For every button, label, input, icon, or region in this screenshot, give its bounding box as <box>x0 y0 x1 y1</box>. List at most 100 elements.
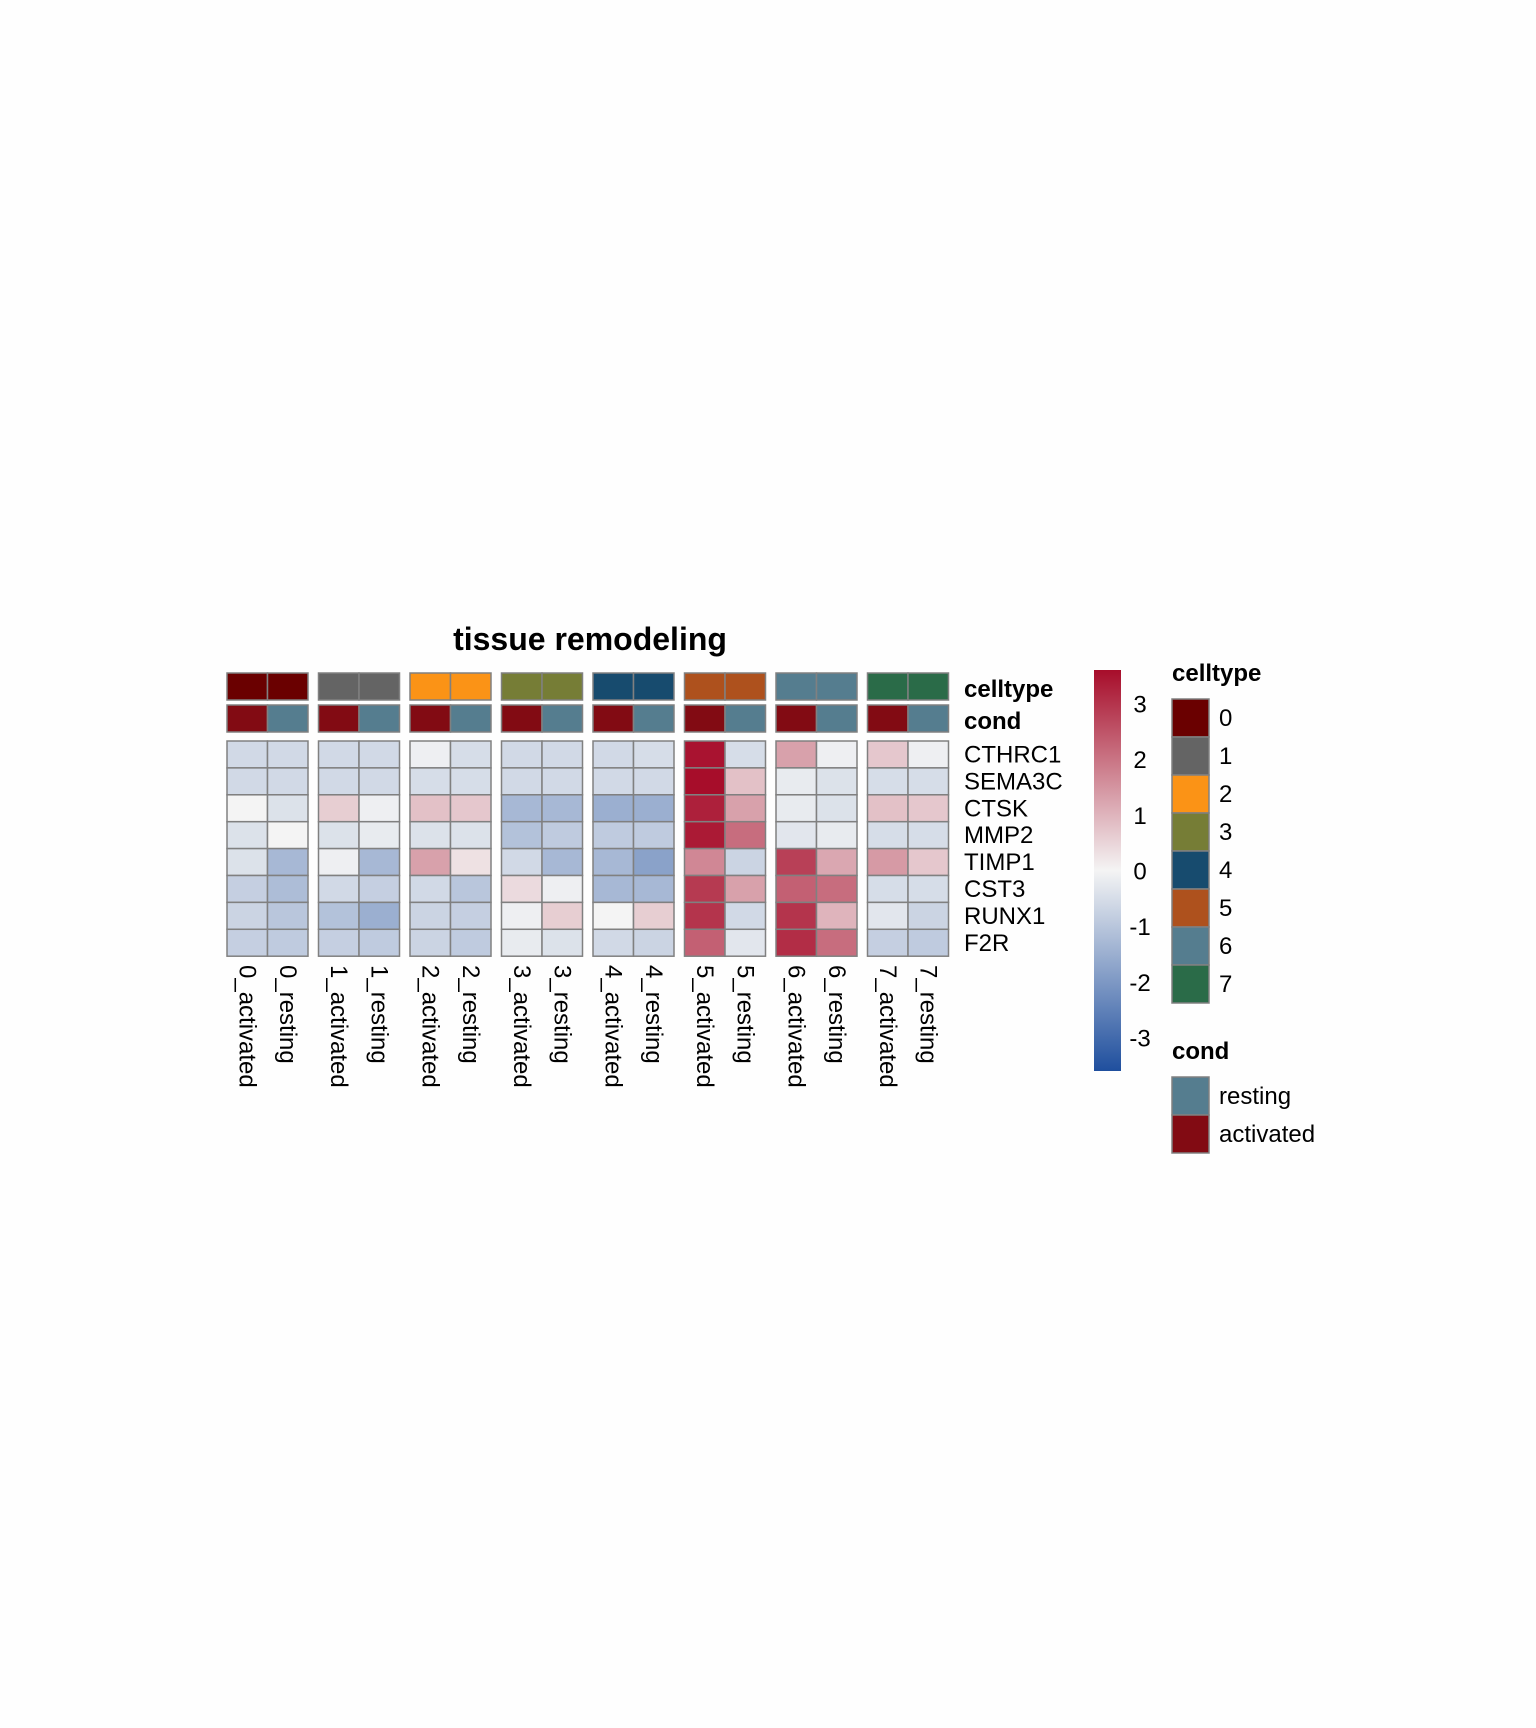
heatmap-cell <box>409 847 452 877</box>
heatmap-cell <box>317 901 360 931</box>
celltype-annotation-cell <box>226 672 269 701</box>
column-label: 3_resting <box>548 965 575 1064</box>
heatmap-cell <box>541 928 584 957</box>
celltype-legend-swatch <box>1171 774 1210 814</box>
heatmap-cell <box>226 820 269 850</box>
heatmap-cell <box>724 740 767 769</box>
heatmap-cell <box>815 794 858 823</box>
cond-legend-label: resting <box>1219 1083 1291 1110</box>
row-label: F2R <box>964 930 1009 957</box>
heatmap-cell <box>632 740 675 769</box>
heatmap-cell <box>592 874 635 904</box>
celltype-annotation-cell <box>500 672 543 701</box>
celltype-annotation-cell <box>724 672 767 701</box>
heatmap-cell <box>317 740 360 769</box>
cond-legend-title: cond <box>1172 1038 1229 1065</box>
heatmap-cell <box>907 874 950 904</box>
column-label: 7_activated <box>874 965 901 1088</box>
column-label: 4_activated <box>599 965 626 1088</box>
heatmap-cell <box>907 740 950 769</box>
column-label: 2_resting <box>457 965 484 1064</box>
heatmap-cell <box>266 767 309 796</box>
heatmap-cell <box>724 901 767 931</box>
heatmap-cell <box>266 794 309 823</box>
heatmap-cell <box>683 820 726 850</box>
celltype-annotation-cell <box>358 672 401 701</box>
heatmap-cell <box>815 740 858 769</box>
cond-annotation-cell <box>409 704 452 733</box>
heatmap-cell <box>500 874 543 904</box>
heatmap-cell <box>866 874 909 904</box>
cond-annotation-cell <box>500 704 543 733</box>
celltype-legend-label: 5 <box>1219 895 1232 922</box>
cond-legend-label: activated <box>1219 1121 1315 1148</box>
cond-annotation-cell <box>866 704 909 733</box>
heatmap-cell <box>907 820 950 850</box>
column-label: 4_resting <box>640 965 667 1064</box>
heatmap-cell <box>866 901 909 931</box>
celltype-legend-label: 7 <box>1219 971 1232 998</box>
heatmap-cell <box>500 794 543 823</box>
row-label: RUNX1 <box>964 903 1045 930</box>
row-label: MMP2 <box>964 822 1033 849</box>
heatmap-cell <box>775 794 818 823</box>
heatmap-cell <box>592 820 635 850</box>
celltype-legend-swatch <box>1171 850 1210 890</box>
heatmap-cell <box>683 901 726 931</box>
celltype-legend-swatch <box>1171 812 1210 852</box>
heatmap-cell <box>632 874 675 904</box>
heatmap-cell <box>815 901 858 931</box>
heatmap-cell <box>632 794 675 823</box>
heatmap-cell <box>775 767 818 796</box>
heatmap-cell <box>866 767 909 796</box>
heatmap-cell <box>317 820 360 850</box>
heatmap-cell <box>266 874 309 904</box>
row-label: CST3 <box>964 876 1025 903</box>
heatmap-cell <box>866 847 909 877</box>
heatmap-cell <box>632 928 675 957</box>
heatmap-cell <box>632 847 675 877</box>
heatmap-cell <box>449 901 492 931</box>
heatmap-cell <box>317 928 360 957</box>
celltype-annotation-cell <box>866 672 909 701</box>
cond-annotation-cell <box>683 704 726 733</box>
celltype-annotation-cell <box>632 672 675 701</box>
heatmap-cell <box>592 928 635 957</box>
heatmap-cell <box>632 820 675 850</box>
celltype-legend-label: 0 <box>1219 705 1232 732</box>
heatmap-cell <box>592 847 635 877</box>
heatmap-cell <box>500 740 543 769</box>
cond-annotation-cell <box>266 704 309 733</box>
heatmap-cell <box>449 874 492 904</box>
heatmap-cell <box>724 794 767 823</box>
heatmap-cell <box>358 901 401 931</box>
heatmap-cell <box>266 740 309 769</box>
column-label: 0_activated <box>233 965 260 1088</box>
heatmap-cell <box>449 740 492 769</box>
celltype-legend-label: 2 <box>1219 781 1232 808</box>
heatmap-cell <box>409 820 452 850</box>
heatmap-cell <box>632 901 675 931</box>
heatmap-cell <box>500 847 543 877</box>
cond-annotation-cell <box>358 704 401 733</box>
cond-annotation-cell <box>449 704 492 733</box>
heatmap-cell <box>775 847 818 877</box>
heatmap-cell <box>541 901 584 931</box>
heatmap-cell <box>724 874 767 904</box>
colorbar-tick-label: 2 <box>1133 747 1146 774</box>
celltype-annotation-cell <box>815 672 858 701</box>
heatmap-cell <box>775 901 818 931</box>
heatmap-cell <box>907 767 950 796</box>
heatmap-cell <box>541 767 584 796</box>
colorbar-tick-label: 3 <box>1133 691 1146 718</box>
cond-legend-swatch <box>1171 1114 1210 1154</box>
heatmap-cell <box>358 794 401 823</box>
heatmap-cell <box>866 740 909 769</box>
heatmap-cell <box>815 820 858 850</box>
cond-annotation-cell <box>907 704 950 733</box>
heatmap-cell <box>592 767 635 796</box>
heatmap-cell <box>409 740 452 769</box>
celltype-legend-swatch <box>1171 698 1210 738</box>
heatmap-cell <box>449 820 492 850</box>
